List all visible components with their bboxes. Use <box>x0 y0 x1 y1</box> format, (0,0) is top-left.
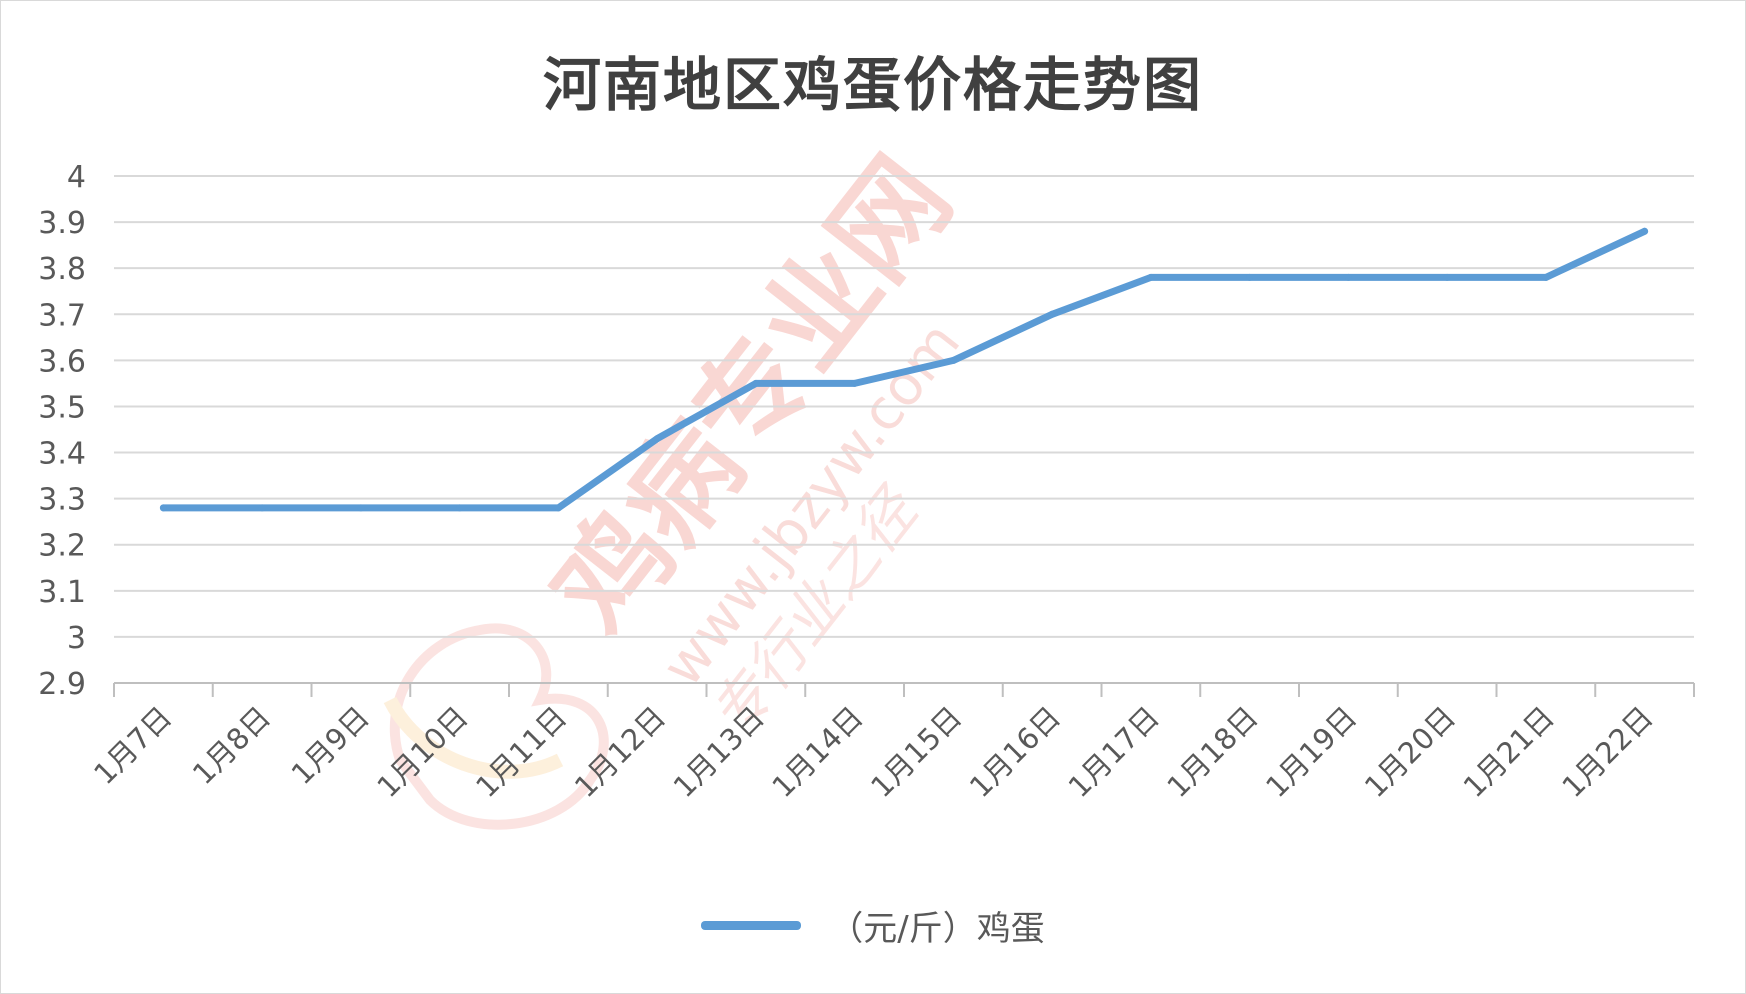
data-point <box>1443 273 1451 281</box>
y-tick-label: 3.9 <box>38 206 86 241</box>
data-point <box>1542 273 1550 281</box>
x-tick-label: 1月7日 <box>87 700 178 791</box>
y-tick-label: 3 <box>67 621 86 656</box>
series-line <box>159 227 1649 512</box>
x-tick-label: 1月18日 <box>1160 700 1264 804</box>
x-tick-label: 1月15日 <box>864 700 968 804</box>
data-point <box>258 504 266 512</box>
watermark-logo-swoosh <box>383 696 564 779</box>
data-point <box>1246 273 1254 281</box>
y-tick-label: 3.3 <box>38 483 86 518</box>
y-axis: 2.9 3 3.1 3.2 3.3 3.4 3.5 3.6 3.7 3.8 3.9 4 <box>38 160 86 702</box>
x-tick-label: 1月22日 <box>1555 700 1659 804</box>
chart-title: 河南地区鸡蛋价格走势图 <box>542 51 1203 119</box>
x-tick-label: 1月19日 <box>1259 700 1363 804</box>
watermark-logo <box>389 623 609 830</box>
data-point <box>456 504 464 512</box>
watermark: 鸡病专业网 www.jbzyw.com 专行业之径 <box>383 135 976 830</box>
data-point <box>653 435 661 443</box>
y-tick-label: 3.6 <box>38 344 86 379</box>
x-axis: 1月7日 1月8日 1月9日1月10日1月11日1月12日1月13日1月14日1月1… <box>87 682 1695 804</box>
data-point <box>159 504 167 512</box>
x-tick-label: 1月17日 <box>1062 700 1166 804</box>
y-tick-label: 3.4 <box>38 437 86 472</box>
x-tick-label: 1月11日 <box>469 700 573 804</box>
data-point <box>1344 273 1352 281</box>
x-tick-label: 1月9日 <box>285 700 376 791</box>
legend-swatch <box>701 920 802 930</box>
y-tick-label: 4 <box>67 160 86 195</box>
x-tick-label: 1月20日 <box>1358 700 1462 804</box>
x-tick-label: 1月12日 <box>568 700 672 804</box>
y-tick-label: 3.1 <box>38 575 86 610</box>
x-tick-label: 1月21日 <box>1457 700 1561 804</box>
data-point <box>949 356 957 364</box>
data-point <box>851 379 859 387</box>
y-tick-label: 2.9 <box>38 667 86 702</box>
data-point <box>357 504 365 512</box>
data-point <box>1048 310 1056 318</box>
x-tick-label: 1月14日 <box>765 700 869 804</box>
data-point <box>752 379 760 387</box>
data-point <box>554 504 562 512</box>
data-point <box>1147 273 1155 281</box>
data-point <box>1641 227 1649 235</box>
y-tick-label: 3.8 <box>38 252 86 287</box>
gridlines <box>114 175 1694 638</box>
series-layer <box>159 227 1649 512</box>
y-tick-label: 3.2 <box>38 529 86 564</box>
y-tick-label: 3.7 <box>38 298 86 333</box>
x-tick-label: 1月16日 <box>963 700 1067 804</box>
legend-label: （元/斤）鸡蛋 <box>829 908 1045 949</box>
x-tick-label: 1月8日 <box>186 700 277 791</box>
legend: （元/斤）鸡蛋 <box>0 900 1746 950</box>
y-tick-label: 3.5 <box>38 390 86 425</box>
